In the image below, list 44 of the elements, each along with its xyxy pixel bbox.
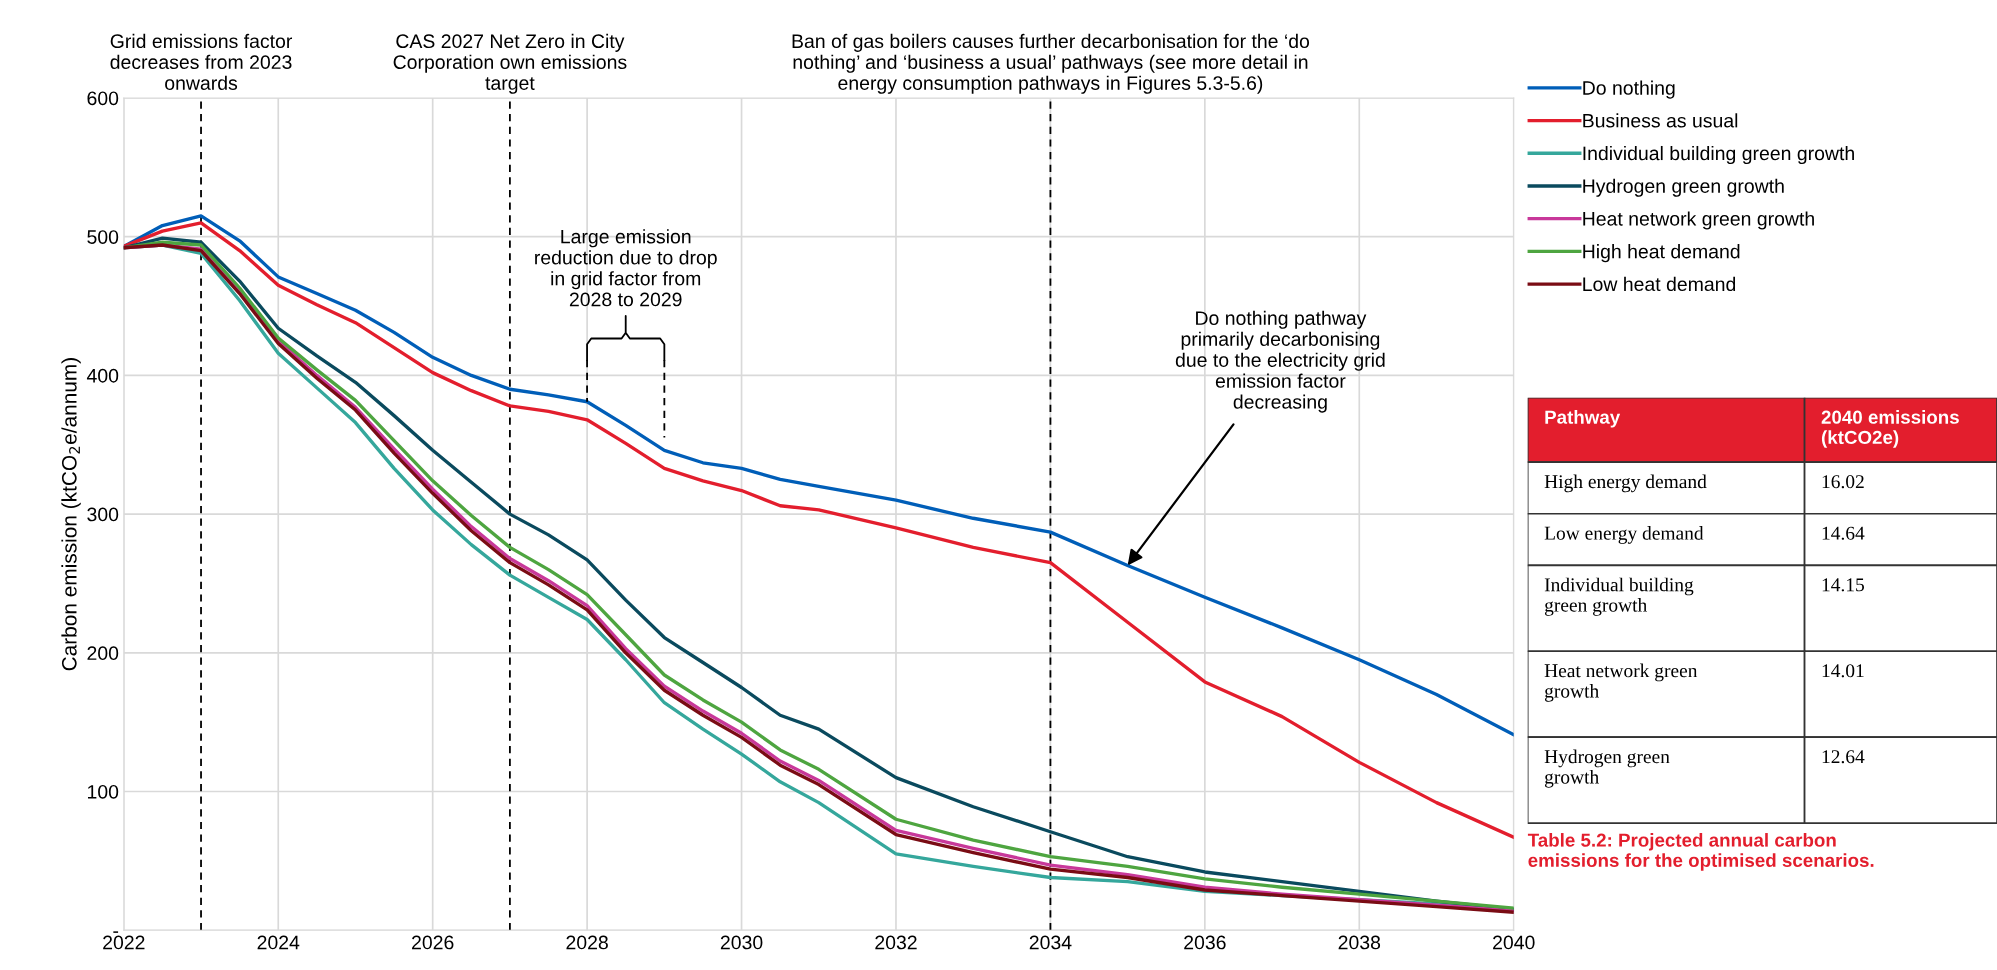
data-label: 16.02 xyxy=(1822,475,1864,489)
x-tick-label: 2022 xyxy=(103,935,145,950)
y-tick-label: - xyxy=(113,931,119,933)
annotation: Large emission reduction due to drop in grid factor from 2028 to 2029 xyxy=(535,229,717,307)
text: Pathway xyxy=(1545,410,1621,428)
legend-label: Business as usual xyxy=(1583,113,1738,128)
text: 2040 emissions (ktCO2e) xyxy=(1821,410,1959,448)
legend-label: Heat network green growth xyxy=(1583,211,1814,230)
category-label: Hydrogen green growth xyxy=(1544,749,1670,788)
data-label: 14.64 xyxy=(1822,526,1865,540)
ref-line-label: Ban of gas boilers causes further decarbonisation for the ‘do nothing’ and ‘business a usual’ pathways (see more detail in energy consumption pathways in Figures 5.3-5.6) xyxy=(792,33,1310,94)
data-label: 12.64 xyxy=(1822,750,1865,764)
x-tick-label: 2024 xyxy=(257,935,300,950)
legend-label: Individual building green growth xyxy=(1583,145,1854,165)
legend-label: Do nothing xyxy=(1583,80,1675,99)
y-tick-label: 400 xyxy=(86,368,119,383)
x-tick-label: 2030 xyxy=(720,935,763,950)
legend-label: Hydrogen green growth xyxy=(1583,178,1784,197)
y-tick-label: 300 xyxy=(87,507,119,522)
x-tick-label: 2038 xyxy=(1338,935,1381,950)
x-tick-label: 2040 xyxy=(1493,935,1535,950)
y-axis-title: Carbon emission (ktCO$_{2}$e/annum) xyxy=(61,358,81,671)
x-tick-label: 2026 xyxy=(412,935,454,950)
y-tick-label: 100 xyxy=(88,784,119,799)
data-label: 14.01 xyxy=(1822,664,1864,678)
x-tick-label: 2034 xyxy=(1029,935,1072,950)
x-tick-label: 2036 xyxy=(1184,935,1226,950)
category-label: Individual building green growth xyxy=(1544,577,1694,616)
y-tick-label: 500 xyxy=(87,230,119,244)
legend-label: Low heat demand xyxy=(1583,276,1736,292)
category-label: High energy demand xyxy=(1544,474,1707,493)
category-label: Low energy demand xyxy=(1544,526,1704,544)
annotation: Do nothing pathway primarily decarbonising due to the electricity grid emission factor decreasing xyxy=(1175,310,1385,413)
ref-line-label: CAS 2027 Net Zero in City Corporation own emissions target xyxy=(393,33,627,94)
y-tick-label: 600 xyxy=(87,91,119,106)
x-tick-label: 2032 xyxy=(875,935,917,950)
data-label: 14.15 xyxy=(1822,578,1864,592)
category-label: Heat network green growth xyxy=(1544,663,1698,702)
legend-label: High heat demand xyxy=(1583,244,1740,263)
caption: Table 5.2: Projected annual carbon emissions for the optimised scenarios. xyxy=(1527,833,1874,871)
x-tick-label: 2028 xyxy=(566,935,608,950)
ref-line-label: Grid emissions factor decreases from 2023 onwards xyxy=(110,33,293,90)
line-series xyxy=(123,214,1514,737)
y-tick-label: 200 xyxy=(87,646,119,661)
